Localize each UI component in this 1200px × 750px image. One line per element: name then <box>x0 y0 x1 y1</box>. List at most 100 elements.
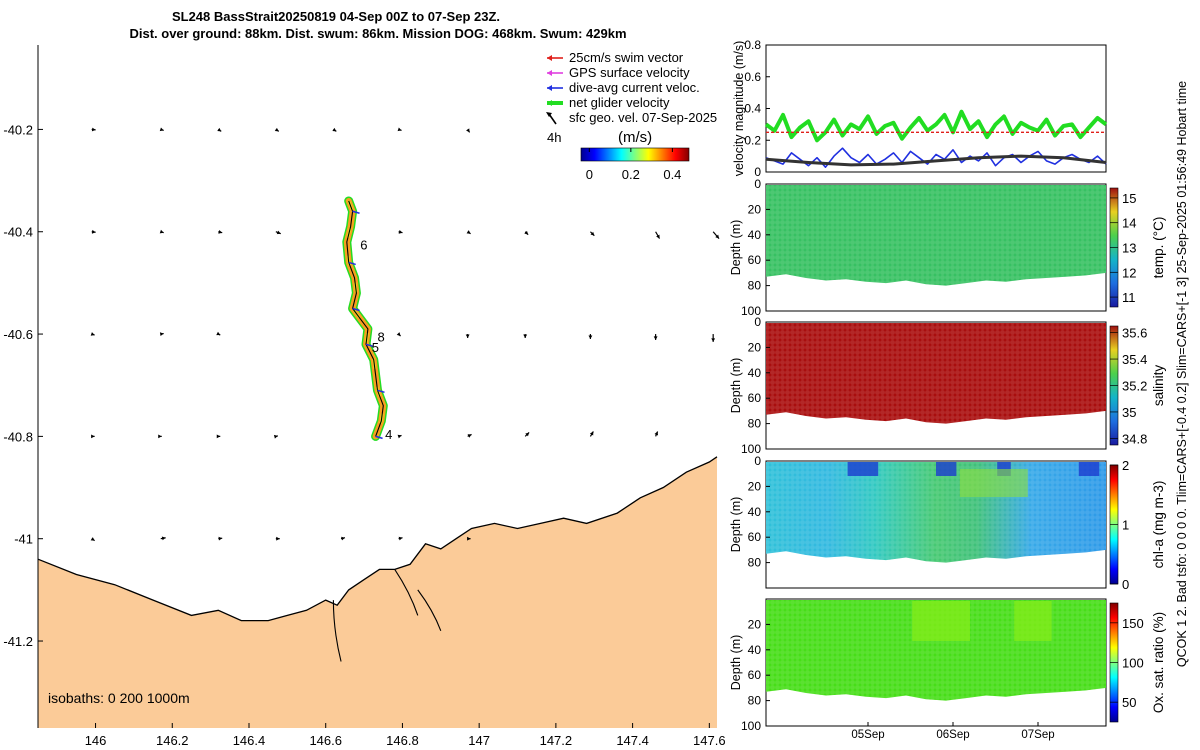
surface-vector <box>524 432 530 437</box>
surface-vector <box>465 334 470 338</box>
colorbar-tick-label: 35.4 <box>1122 352 1147 367</box>
current-vector <box>377 389 385 394</box>
surface-vector <box>653 334 658 340</box>
y-tick-label: -41.2 <box>3 634 33 649</box>
vector-head <box>715 234 720 239</box>
depth-tick-label: 0 <box>754 454 761 468</box>
surface-vector <box>397 127 402 132</box>
land-fill <box>38 456 717 728</box>
legend-label: sfc geo. vel. 07-Sep-2025 <box>569 110 717 125</box>
depth-axis-label: Depth (m) <box>729 220 743 276</box>
land-mass <box>37 456 718 728</box>
vector-head <box>91 229 96 234</box>
colorbar-tick-label: 100 <box>1122 656 1144 671</box>
depth-tick-label: 60 <box>748 530 762 544</box>
vector-head <box>217 127 222 132</box>
surface-vector <box>524 230 529 236</box>
vector-head <box>90 332 95 336</box>
surface-vector <box>160 536 166 541</box>
vector-head <box>274 127 279 132</box>
surface-vector <box>90 332 95 336</box>
vector-head <box>524 230 529 235</box>
surface-vector <box>467 536 471 541</box>
depth-tick-label: 20 <box>748 202 762 216</box>
depth-tick-label: 80 <box>748 279 762 293</box>
y-tick-label: -40.2 <box>3 122 33 137</box>
depth-axis-label: Depth (m) <box>729 497 743 553</box>
title-line-2: Dist. over ground: 88km. Dist. swum: 86k… <box>129 26 626 41</box>
estuary-outline <box>417 589 442 631</box>
vector-head <box>158 434 162 439</box>
colorbar-tick-label: 0.4 <box>663 167 681 182</box>
x-tick-label: 146.4 <box>233 733 266 748</box>
depth-tick-label: 60 <box>748 668 762 682</box>
surface-vector <box>396 332 401 337</box>
surface-vector <box>467 433 472 438</box>
time-tick-label: 06Sep <box>936 729 969 741</box>
colorbar-tick-label: 35.6 <box>1122 326 1147 341</box>
legend-swatch <box>548 113 557 125</box>
surface-vector <box>589 231 595 237</box>
temperature-dive-texture <box>766 185 1106 286</box>
oxygen-high-patch <box>1014 601 1052 641</box>
vector-head <box>525 432 530 437</box>
surface-vector <box>91 229 96 234</box>
vector-head <box>466 128 470 133</box>
track-label: 4 <box>385 427 392 442</box>
vector-head <box>218 230 223 234</box>
surface-vector <box>159 127 164 132</box>
surface-vector <box>398 536 403 541</box>
vel-y-tick-label: 0 <box>754 165 761 179</box>
legend-arrowhead <box>547 55 552 61</box>
depth-tick-label: 40 <box>748 228 762 242</box>
y-tick-label: -40.6 <box>3 327 33 342</box>
isobath-label: isobaths: 0 200 1000m <box>48 690 190 706</box>
depth-tick-label: 20 <box>748 340 762 354</box>
colorbar-tick-label: 1 <box>1122 518 1129 533</box>
salinity-dive-texture <box>766 323 1106 424</box>
track-labels: 6 85 4 <box>360 238 392 442</box>
map-axes: 146 146.2 146.4 146.6 146.8 147 147.2 147.4 147.… <box>3 45 726 748</box>
surface-vector <box>275 230 281 235</box>
depth-tick-label: 80 <box>748 694 762 708</box>
track-line <box>346 200 384 437</box>
legend-arrowhead <box>547 100 552 106</box>
vector-head <box>467 434 472 438</box>
depth-tick-label: 40 <box>748 366 762 380</box>
colorbar-tick-label: 0 <box>1122 577 1129 592</box>
vector-head <box>523 334 528 338</box>
surface-vector <box>711 334 716 342</box>
surface-vector <box>159 229 164 234</box>
depth-axis-label: Depth (m) <box>729 635 743 691</box>
colorbar-tick-label: 34.8 <box>1122 431 1147 446</box>
vector-head <box>466 230 471 234</box>
surface-vector <box>523 334 528 338</box>
estuary-outline <box>394 569 419 616</box>
surface-vector <box>218 536 223 541</box>
surface-velocity-vectors <box>90 127 720 542</box>
track-label: 6 <box>360 238 367 253</box>
current-vector <box>375 435 383 440</box>
title-line-1: SL248 BassStrait20250819 04-Sep 00Z to 0… <box>172 9 500 24</box>
x-tick-label: 147.4 <box>616 733 649 748</box>
depth-tick-label: 60 <box>748 391 762 405</box>
current-vector <box>352 307 360 312</box>
surface-vector <box>90 537 95 542</box>
vector-head <box>91 434 95 439</box>
vector-head <box>90 537 95 541</box>
surface-vector <box>273 434 278 439</box>
surface-vector <box>589 431 594 437</box>
coastline <box>37 456 718 622</box>
vector-head <box>216 331 221 336</box>
chl-low-patch <box>936 462 957 476</box>
chl-high-patch <box>959 469 1028 497</box>
surface-vector <box>216 434 221 439</box>
oxygen-high-patch <box>912 601 970 641</box>
legend-label: 25cm/s swim vector <box>569 50 684 65</box>
depth-tick-label: 20 <box>748 479 762 493</box>
colorbar-tick-label: 0 <box>586 167 593 182</box>
salinity-colorbar-label: salinity <box>1151 365 1166 407</box>
surface-vector <box>466 230 471 235</box>
